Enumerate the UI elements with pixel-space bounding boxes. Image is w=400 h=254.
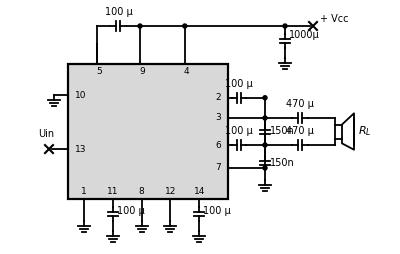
Circle shape	[138, 24, 142, 28]
Text: 7: 7	[215, 164, 221, 172]
Text: 8: 8	[139, 187, 144, 197]
Bar	[68, 64, 228, 199]
Text: 14: 14	[194, 187, 205, 197]
Circle shape	[263, 143, 267, 147]
Text: 9: 9	[139, 67, 145, 75]
Text: 100 µ: 100 µ	[203, 206, 231, 216]
Text: 100 µ: 100 µ	[104, 7, 132, 17]
Text: 6: 6	[215, 140, 221, 150]
Bar	[335, 124, 342, 138]
Text: 470 µ: 470 µ	[286, 99, 314, 109]
Text: 13: 13	[75, 145, 86, 154]
Text: 12: 12	[165, 187, 176, 197]
Text: 100 µ: 100 µ	[117, 206, 144, 216]
Text: 5: 5	[96, 67, 102, 75]
Text: 1: 1	[81, 187, 87, 197]
Circle shape	[183, 24, 187, 28]
Text: 150n: 150n	[270, 158, 295, 168]
Text: 11: 11	[107, 187, 118, 197]
Circle shape	[263, 96, 267, 100]
Text: 3: 3	[215, 114, 221, 122]
Text: 4: 4	[184, 67, 190, 75]
Text: 2: 2	[215, 93, 221, 102]
Text: 100 µ: 100 µ	[225, 79, 253, 89]
Text: 100 µ: 100 µ	[225, 126, 253, 136]
Text: 150n: 150n	[270, 126, 295, 136]
Circle shape	[263, 116, 267, 120]
Text: 10: 10	[75, 90, 86, 100]
Text: Uin: Uin	[38, 129, 54, 139]
Text: R$_L$: R$_L$	[358, 125, 372, 138]
Circle shape	[283, 24, 287, 28]
Circle shape	[263, 166, 267, 170]
Text: 470 µ: 470 µ	[286, 126, 314, 136]
Text: + Vcc: + Vcc	[320, 14, 348, 24]
Text: 1000µ: 1000µ	[289, 30, 320, 40]
